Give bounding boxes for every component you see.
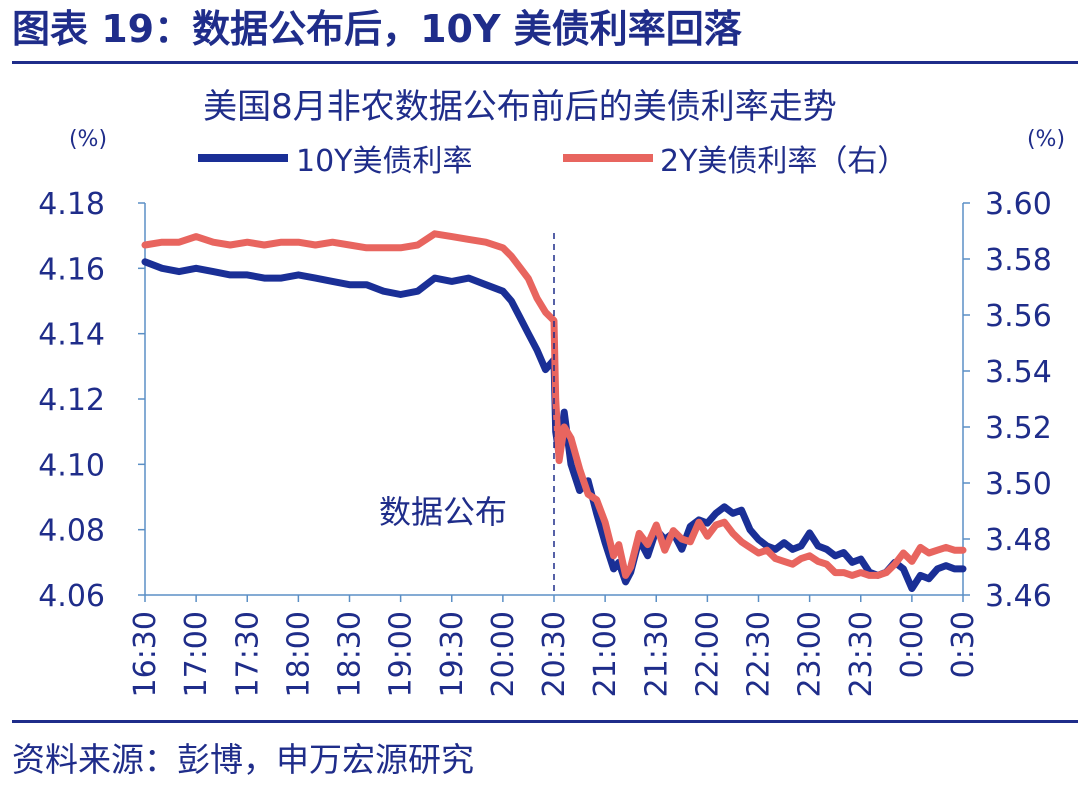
x-tick-label: 19:30 <box>435 611 470 697</box>
x-tick-label: 0:00 <box>895 611 930 678</box>
x-tick-label: 21:00 <box>588 611 623 697</box>
title-rule <box>12 61 1078 64</box>
left-y-tick-label: 4.12 <box>38 383 105 418</box>
x-tick-label: 18:30 <box>333 611 368 697</box>
right-y-tick-label: 3.46 <box>985 579 1052 614</box>
series-line-2y <box>141 230 967 579</box>
series-layer <box>141 230 967 592</box>
left-y-tick-label: 4.06 <box>38 579 105 614</box>
legend-label-10y: 10Y美债利率 <box>296 144 473 179</box>
yield-line-chart: 美国8月非农数据公布前后的美债利率走势 (%) (%) 10Y美债利率 2Y美债… <box>38 87 1065 697</box>
right-y-tick-label: 3.54 <box>985 355 1052 390</box>
x-tick-label: 18:00 <box>281 611 316 697</box>
right-y-tick-label: 3.58 <box>985 243 1052 278</box>
legend: 10Y美债利率 2Y美债利率（右） <box>198 144 907 179</box>
event-marker-label: 数据公布 <box>379 493 507 531</box>
right-y-tick-label: 3.52 <box>985 411 1052 446</box>
left-y-tick-label: 4.18 <box>38 187 105 222</box>
x-tick-label: 20:30 <box>537 611 572 697</box>
x-tick-label: 0:30 <box>946 611 981 678</box>
left-y-tick-label: 4.08 <box>38 514 105 549</box>
x-tick-label: 22:00 <box>690 611 725 697</box>
figure-title: 图表 19：数据公布后，10Y 美债利率回落 <box>12 7 742 51</box>
chart-title: 美国8月非农数据公布前后的美债利率走势 <box>203 87 837 127</box>
source-note: 资料来源：彭博，申万宏源研究 <box>12 740 474 779</box>
right-y-tick-label: 3.56 <box>985 299 1052 334</box>
right-y-tick-label: 3.48 <box>985 523 1052 558</box>
event-marker: 数据公布 <box>379 233 555 595</box>
right-y-tick-label: 3.60 <box>985 187 1052 222</box>
x-tick-label: 21:30 <box>639 611 674 697</box>
x-tick-label: 20:00 <box>486 611 521 697</box>
left-y-tick-label: 4.16 <box>38 252 105 287</box>
axes: 4.18 4.16 4.14 4.12 4.10 4.08 4.06 3.60 3.58 3.56… <box>38 187 1052 697</box>
legend-label-2y: 2Y美债利率（右） <box>660 144 907 179</box>
x-tick-label: 19:00 <box>384 611 419 697</box>
x-tick-label: 17:00 <box>179 611 214 697</box>
source-rule <box>12 720 1078 723</box>
right-unit-label: (%) <box>1027 127 1065 152</box>
left-y-tick-label: 4.14 <box>38 318 105 353</box>
left-unit-label: (%) <box>69 127 107 152</box>
right-y-tick-label: 3.50 <box>985 467 1052 502</box>
x-tick-label: 23:30 <box>844 611 879 697</box>
x-tick-label: 23:00 <box>793 611 828 697</box>
left-y-tick-label: 4.10 <box>38 448 105 483</box>
x-tick-label: 16:30 <box>128 611 163 697</box>
x-tick-label: 17:30 <box>230 611 265 697</box>
x-tick-label: 22:30 <box>742 611 777 697</box>
